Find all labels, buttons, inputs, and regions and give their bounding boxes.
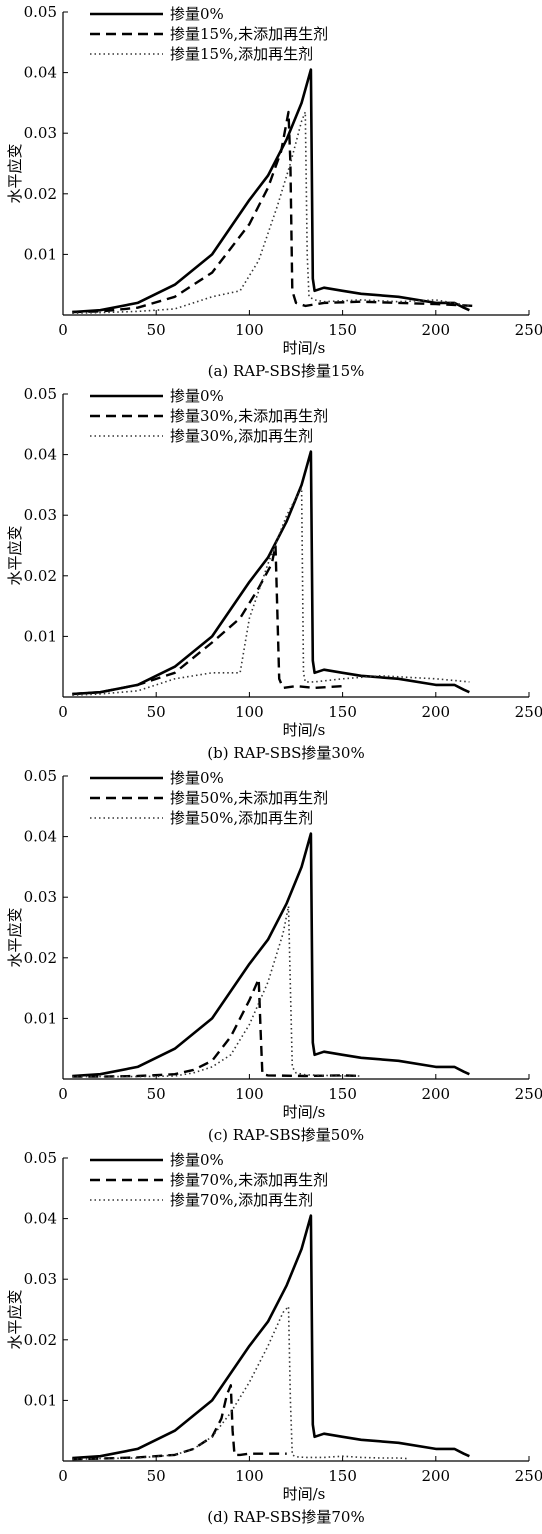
x-tick-label: 150 [328, 703, 357, 721]
chart-panel-4: 0 50 100 150 200 250 0.01 0.02 0.03 0.04 0.05 时间/s 水… [6, 1149, 542, 1526]
y-tick-label: 0.01 [24, 245, 57, 263]
x-tick-label: 100 [235, 703, 264, 721]
series-line-dotted [72, 1305, 408, 1460]
panel-caption: (c) RAP-SBS掺量50% [208, 1126, 364, 1144]
y-axis-label: 水平应变 [6, 1289, 24, 1349]
x-axis-label: 时间/s [283, 1485, 326, 1503]
x-tick-label: 200 [421, 1085, 450, 1103]
y-tick-label: 0.02 [24, 1331, 57, 1349]
y-tick-label: 0.04 [24, 64, 57, 82]
x-tick-label: 100 [235, 1085, 264, 1103]
series-line-dashed [72, 1384, 287, 1461]
y-tick-label: 0.02 [24, 567, 57, 585]
y-tick-label: 0.03 [24, 506, 57, 524]
series-line-solid [72, 1214, 470, 1460]
series-line-dashed [72, 977, 362, 1078]
x-tick-label: 250 [515, 1467, 542, 1485]
y-tick-label: 0.05 [24, 1149, 57, 1167]
x-tick-label: 50 [147, 321, 166, 339]
x-tick-label: 150 [328, 1085, 357, 1103]
legend-entry-label: 掺量0% [170, 1151, 224, 1169]
y-tick-label: 0.05 [24, 3, 57, 21]
legend-entry-label: 掺量0% [170, 5, 224, 23]
legend-entry-label: 掺量15%,未添加再生剂 [170, 25, 328, 43]
y-tick-label: 0.05 [24, 385, 57, 403]
legend-entry-label: 掺量50%,未添加再生剂 [170, 789, 328, 807]
y-tick-label: 0.04 [24, 828, 57, 846]
y-tick-label: 0.01 [24, 1391, 57, 1409]
y-tick-label: 0.02 [24, 949, 57, 967]
series-line-dotted [72, 487, 470, 696]
x-tick-label: 0 [58, 703, 68, 721]
x-tick-label: 50 [147, 703, 166, 721]
y-tick-label: 0.03 [24, 888, 57, 906]
series-line-solid [72, 68, 470, 314]
y-tick-label: 0.02 [24, 185, 57, 203]
x-tick-label: 100 [235, 321, 264, 339]
y-tick-label: 0.03 [24, 1270, 57, 1288]
series-line-dotted [72, 111, 470, 314]
legend-entry-label: 掺量70%,未添加再生剂 [170, 1171, 328, 1189]
legend-entry-label: 掺量0% [170, 387, 224, 405]
series-line-solid [72, 832, 470, 1078]
x-tick-label: 100 [235, 1467, 264, 1485]
panel-caption: (b) RAP-SBS掺量30% [207, 744, 364, 762]
y-axis-label: 水平应变 [6, 525, 24, 585]
y-tick-label: 0.01 [24, 627, 57, 645]
x-tick-label: 150 [328, 321, 357, 339]
legend-entry-label: 掺量70%,添加再生剂 [170, 1191, 313, 1209]
y-axis-label: 水平应变 [6, 143, 24, 203]
x-tick-label: 150 [328, 1467, 357, 1485]
legend-entry-label: 掺量50%,添加再生剂 [170, 809, 313, 827]
legend-entry-label: 掺量30%,未添加再生剂 [170, 407, 328, 425]
legend-entry-label: 掺量30%,添加再生剂 [170, 427, 313, 445]
series-line-dashed [72, 110, 474, 314]
x-tick-label: 250 [515, 1085, 542, 1103]
x-tick-label: 50 [147, 1467, 166, 1485]
x-axis-label: 时间/s [283, 721, 326, 739]
x-tick-label: 200 [421, 321, 450, 339]
x-tick-label: 250 [515, 321, 542, 339]
x-tick-label: 0 [58, 1085, 68, 1103]
x-tick-label: 0 [58, 1467, 68, 1485]
series-line-dotted [72, 905, 362, 1078]
chart-panel-3: 0 50 100 150 200 250 0.01 0.02 0.03 0.04 0.05 时间/s 水… [6, 767, 542, 1144]
y-tick-label: 0.03 [24, 124, 57, 142]
y-tick-label: 0.04 [24, 446, 57, 464]
legend-entry-label: 掺量15%,添加再生剂 [170, 45, 313, 63]
panel-caption: (d) RAP-SBS掺量70% [207, 1508, 364, 1526]
x-tick-label: 250 [515, 703, 542, 721]
series-line-solid [72, 450, 470, 696]
chart-panel-1: 0 50 100 150 200 250 0.01 0.02 0.03 0.04 0.05 时间/s 水… [6, 3, 542, 380]
panel-caption: (a) RAP-SBS掺量15% [208, 362, 365, 380]
x-tick-label: 50 [147, 1085, 166, 1103]
chart-panel-2: 0 50 100 150 200 250 0.01 0.02 0.03 0.04 0.05 时间/s 水… [6, 385, 542, 762]
x-tick-label: 0 [58, 321, 68, 339]
x-tick-label: 200 [421, 1467, 450, 1485]
y-axis-label: 水平应变 [6, 907, 24, 967]
y-tick-label: 0.01 [24, 1009, 57, 1027]
series-line-dashed [72, 544, 343, 696]
x-axis-label: 时间/s [283, 339, 326, 357]
x-tick-label: 200 [421, 703, 450, 721]
legend-entry-label: 掺量0% [170, 769, 224, 787]
y-tick-label: 0.05 [24, 767, 57, 785]
x-axis-label: 时间/s [283, 1103, 326, 1121]
y-tick-label: 0.04 [24, 1210, 57, 1228]
